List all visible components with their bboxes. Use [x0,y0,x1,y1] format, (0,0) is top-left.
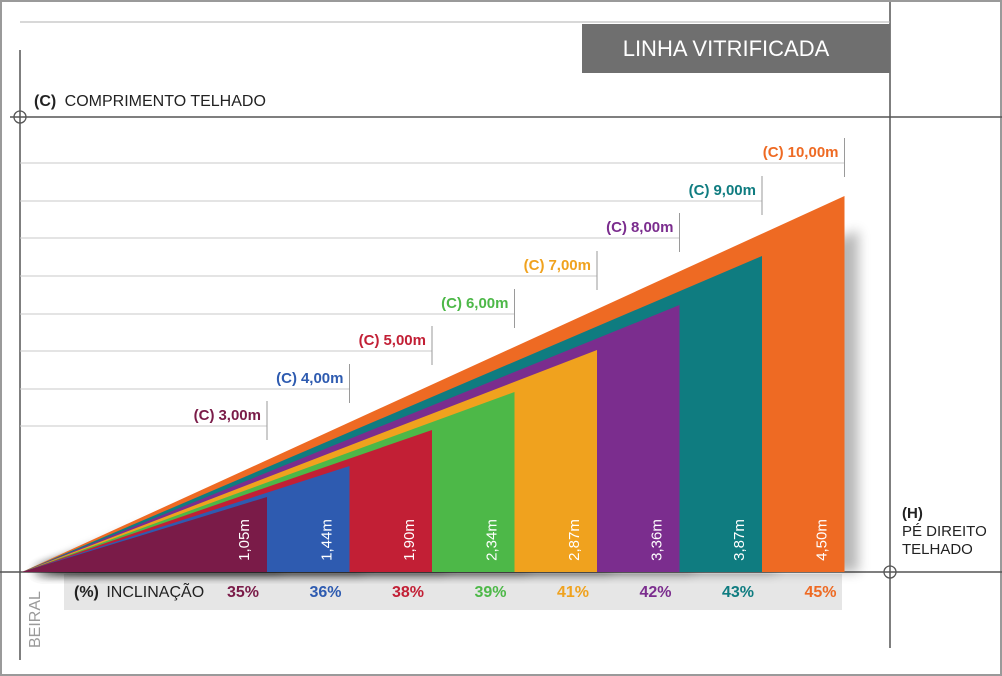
comprimento-value: (C) 10,00m [763,144,839,161]
comprimento-value-prefix: (C) [763,144,784,161]
inclinacao-value: 43% [722,584,754,601]
inclinacao-bar [64,574,842,610]
registration-mark-top-left [13,110,27,124]
comprimento-value-prefix: (C) [606,219,627,236]
inclinacao-text: INCLINAÇÃO [106,581,204,601]
altura-value: 2,87m [566,519,583,561]
comprimento-value-text: 10,00m [788,144,839,161]
registration-mark-right [883,565,897,579]
inclinacao-value: 38% [392,584,424,601]
comprimento-value-prefix: (C) [441,295,462,312]
inclinacao-value: 39% [474,584,506,601]
header-box [582,24,890,73]
comprimento-value-prefix: (C) [689,182,710,199]
comprimento-value: (C) 7,00m [524,257,591,274]
comprimento-text: COMPRIMENTO TELHADO [65,93,266,110]
h-prefix: (H) [902,505,923,522]
altura-value: 1,90m [401,519,418,561]
altura-value: 3,87m [731,519,748,561]
pe-direito-line1: PÉ DIREITO [902,523,987,540]
comprimento-value-text: 4,00m [301,370,344,387]
altura-value: 4,50m [814,519,831,561]
comprimento-value: (C) 8,00m [606,219,673,236]
comprimento-value: (C) 3,00m [194,407,261,424]
roof-triangle [22,497,267,572]
comprimento-value-text: 5,00m [383,332,426,349]
comprimento-value: (C) 5,00m [359,332,426,349]
comprimento-value: (C) 6,00m [441,295,508,312]
altura-value: 1,44m [319,519,336,561]
comprimento-value-prefix: (C) [276,370,297,387]
inclinacao-value: 42% [639,584,671,601]
guide-lines [20,138,845,440]
inclinacao-value: 41% [557,584,589,601]
roof-triangle [22,466,350,572]
comprimento-prefix: (C) [34,93,56,110]
altura-value: 1,05m [236,519,253,561]
inclinacao-label: (%) INCLINAÇÃO [74,581,204,601]
beiral-label: BEIRAL [27,591,44,648]
comprimento-value: (C) 9,00m [689,182,756,199]
comprimento-value-prefix: (C) [524,257,545,274]
comprimento-value-text: 3,00m [218,407,261,424]
header-title: LINHA VITRIFICADA [623,36,830,61]
inclinacao-prefix: (%) [74,584,99,601]
altura-value: 3,36m [649,519,666,561]
inclinacao-value: 35% [227,584,259,601]
pe-direito-line2: TELHADO [902,541,973,558]
comprimento-value-text: 9,00m [713,182,756,199]
comprimento-value: (C) 4,00m [276,370,343,387]
comprimento-label: (C) COMPRIMENTO TELHADO [34,93,266,110]
inclinacao-value: 36% [309,584,341,601]
comprimento-value-text: 6,00m [466,295,509,312]
comprimento-value-prefix: (C) [359,332,380,349]
roof-triangles [22,196,845,572]
altura-value: 2,34m [484,519,501,561]
comprimento-value-text: 8,00m [631,219,674,236]
inclinacao-value: 45% [804,584,836,601]
comprimento-value-text: 7,00m [548,257,591,274]
comprimento-value-prefix: (C) [194,407,215,424]
